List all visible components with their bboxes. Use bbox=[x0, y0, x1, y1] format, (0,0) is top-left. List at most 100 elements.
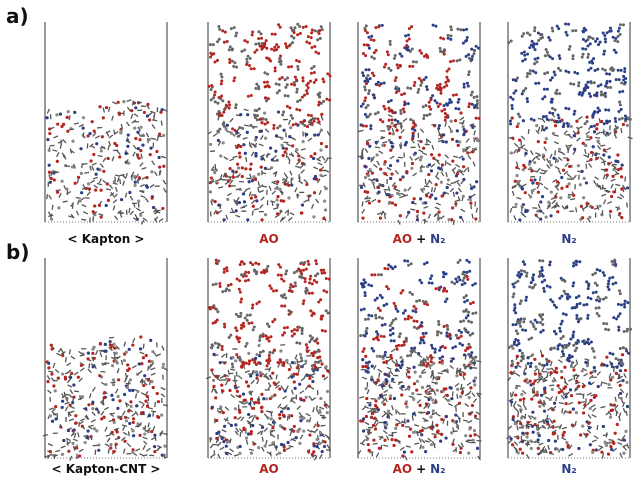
bond bbox=[362, 209, 365, 213]
atom bbox=[540, 266, 543, 269]
atom bbox=[597, 296, 600, 299]
bond bbox=[61, 446, 66, 448]
atom bbox=[516, 362, 519, 365]
atom bbox=[80, 191, 83, 194]
bond bbox=[624, 373, 626, 377]
atom bbox=[326, 72, 329, 75]
atom bbox=[313, 279, 316, 282]
atom bbox=[518, 349, 521, 352]
atom bbox=[268, 359, 271, 362]
atom bbox=[263, 112, 266, 115]
atom bbox=[322, 269, 325, 272]
atom bbox=[402, 312, 405, 315]
atom bbox=[523, 317, 526, 320]
atom bbox=[328, 99, 331, 102]
panel-label: b) bbox=[6, 240, 29, 264]
atom bbox=[569, 388, 572, 391]
atom bbox=[522, 89, 525, 92]
bond bbox=[524, 406, 526, 410]
bond bbox=[313, 407, 314, 412]
atom bbox=[235, 329, 238, 332]
bond bbox=[434, 159, 439, 161]
atom bbox=[404, 189, 407, 192]
atom bbox=[315, 78, 318, 81]
atom bbox=[235, 146, 238, 149]
atom bbox=[210, 346, 213, 349]
atom bbox=[249, 374, 252, 377]
atom bbox=[559, 196, 562, 199]
atom bbox=[369, 113, 372, 116]
atom bbox=[619, 292, 622, 295]
atom bbox=[434, 25, 437, 28]
bond bbox=[606, 432, 607, 437]
atom bbox=[217, 139, 220, 142]
bond bbox=[312, 204, 314, 209]
atom bbox=[561, 320, 564, 323]
atom bbox=[320, 362, 323, 365]
atom bbox=[324, 187, 327, 190]
atom bbox=[547, 36, 550, 39]
atom bbox=[213, 93, 216, 96]
bond bbox=[451, 182, 456, 183]
atom bbox=[452, 59, 455, 62]
atom bbox=[396, 63, 399, 66]
atom bbox=[408, 27, 411, 30]
atom bbox=[313, 71, 316, 74]
atom bbox=[591, 347, 594, 350]
bond bbox=[66, 357, 67, 362]
atom bbox=[562, 125, 565, 128]
bond bbox=[377, 161, 380, 165]
atom bbox=[410, 347, 413, 350]
atom bbox=[517, 451, 520, 454]
atom bbox=[373, 57, 376, 60]
atom bbox=[458, 58, 461, 61]
atom bbox=[568, 48, 571, 51]
atom bbox=[445, 84, 448, 87]
atom bbox=[577, 447, 580, 450]
bond bbox=[288, 218, 292, 221]
atom bbox=[422, 332, 425, 335]
atom bbox=[510, 151, 513, 154]
bond bbox=[436, 172, 438, 177]
bond bbox=[596, 132, 600, 135]
atom bbox=[421, 446, 424, 449]
bond bbox=[601, 194, 606, 196]
atom bbox=[302, 269, 305, 272]
atom bbox=[577, 295, 580, 298]
atom bbox=[573, 148, 576, 151]
atom bbox=[396, 159, 399, 162]
atom bbox=[552, 157, 555, 160]
bond bbox=[427, 139, 431, 142]
atom bbox=[309, 309, 312, 312]
atom bbox=[413, 305, 416, 308]
atom bbox=[367, 174, 370, 177]
atom bbox=[286, 83, 289, 86]
bond bbox=[378, 369, 382, 372]
atom bbox=[560, 390, 563, 393]
atom bbox=[66, 130, 69, 133]
atom bbox=[387, 53, 390, 56]
atom bbox=[435, 424, 438, 427]
atom bbox=[575, 314, 578, 317]
atom bbox=[214, 375, 217, 378]
bond bbox=[52, 205, 53, 210]
atom bbox=[381, 120, 384, 123]
bond bbox=[92, 412, 95, 416]
atom bbox=[434, 348, 437, 351]
bond bbox=[48, 444, 53, 446]
bond bbox=[90, 180, 94, 183]
atom bbox=[394, 305, 397, 308]
atom bbox=[367, 283, 370, 286]
atom bbox=[300, 211, 303, 214]
bond bbox=[65, 402, 70, 403]
atom bbox=[389, 164, 392, 167]
bond bbox=[517, 404, 521, 407]
atom bbox=[442, 271, 445, 274]
atom bbox=[221, 99, 224, 102]
atom bbox=[217, 431, 220, 434]
atom bbox=[271, 351, 274, 354]
bond bbox=[615, 397, 616, 402]
atom bbox=[613, 259, 616, 262]
bond bbox=[246, 157, 247, 162]
atom bbox=[463, 277, 466, 280]
